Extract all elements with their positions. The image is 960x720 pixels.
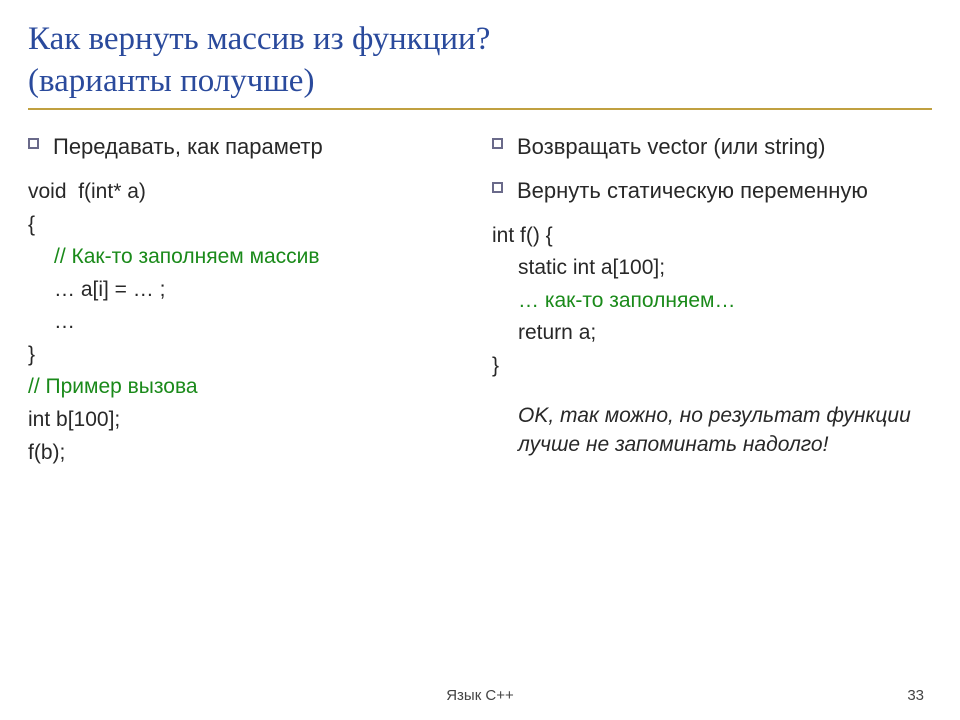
bullet-text: Возвращать vector (или string) [517,132,825,162]
right-column: Возвращать vector (или string) Вернуть с… [492,132,932,469]
code-line: … a[i] = … ; [28,274,468,307]
title-line-1: Как вернуть массив из функции? [28,21,490,57]
title-line-2: (варианты получше) [28,63,314,99]
code-line: int b[100]; [28,404,468,437]
two-column-layout: Передавать, как параметр void f(int* a) … [28,132,932,469]
code-line: } [28,339,468,372]
bullet-return-static: Вернуть статическую переменную [492,176,932,206]
warning-note: OK, так можно, но результат функции лучш… [492,401,932,460]
bullet-marker-icon [492,182,503,193]
bullet-text: Вернуть статическую переменную [517,176,868,206]
code-line: … [28,306,468,339]
bullet-marker-icon [28,138,39,149]
bullet-marker-icon [492,138,503,149]
slide-title: Как вернуть массив из функции? (варианты… [28,18,932,110]
bullet-pass-as-param: Передавать, как параметр [28,132,468,162]
footer-label: Язык С++ [0,687,960,704]
code-line: f(b); [28,437,468,470]
bullet-return-vector: Возвращать vector (или string) [492,132,932,162]
code-comment: // Пример вызова [28,371,468,404]
left-code-block: void f(int* a) { // Как-то заполняем мас… [28,176,468,469]
code-line: } [492,350,932,383]
code-line: void f(int* a) [28,176,468,209]
bullet-text: Передавать, как параметр [53,132,323,162]
code-line: static int a[100]; [492,252,932,285]
code-line: { [28,209,468,242]
code-line: return a; [492,317,932,350]
page-number: 33 [907,687,924,704]
code-line: int f() { [492,220,932,253]
left-column: Передавать, как параметр void f(int* a) … [28,132,468,469]
code-comment: // Как-то заполняем массив [28,241,468,274]
code-comment: … как-то заполняем… [492,285,932,318]
right-code-block: int f() { static int a[100]; … как-то за… [492,220,932,383]
